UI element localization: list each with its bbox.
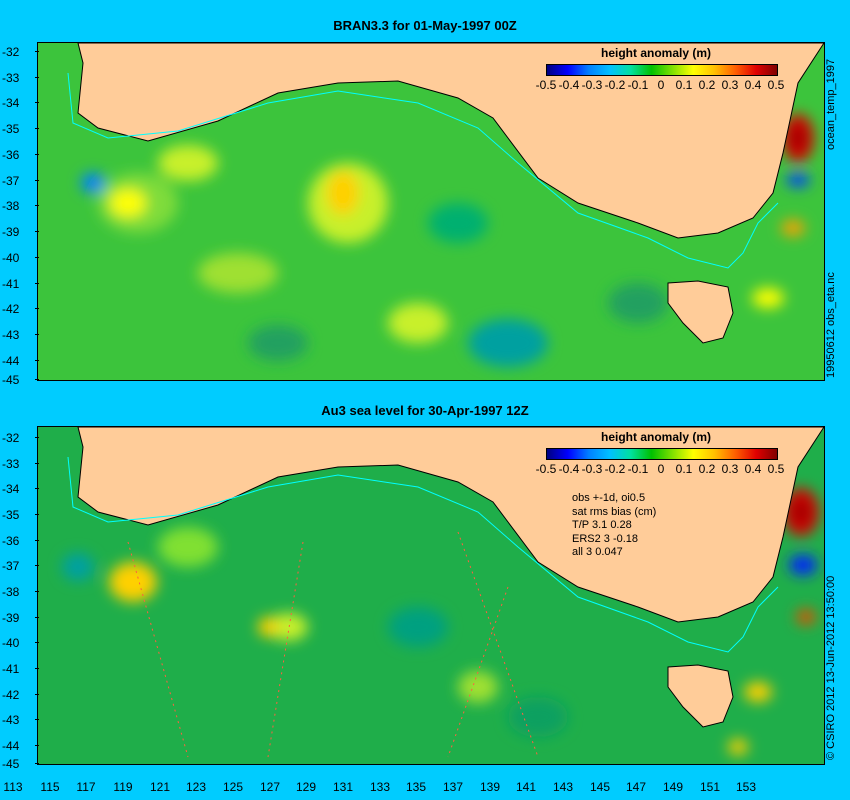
lon-tick: 113 [3, 780, 23, 794]
legend-label: 0.1 [675, 462, 693, 476]
top-color-legend: height anomaly (m) -0.5 -0.4 -0.3 -0.2 -… [535, 46, 785, 92]
stats-line: T/P 3.1 0.28 [572, 519, 632, 531]
legend-label: -0.2 [604, 78, 626, 92]
lon-tick: 153 [735, 780, 757, 794]
lat-tick: -33 [2, 72, 39, 84]
lon-tick: 119 [113, 780, 133, 794]
bottom-color-legend: height anomaly (m) -0.5 -0.4 -0.3 -0.2 -… [535, 430, 785, 476]
legend-label: 0.3 [721, 78, 739, 92]
stats-line: obs +-1d, oi0.5 [572, 492, 646, 504]
lat-tick: -43 [2, 714, 39, 726]
lat-tick: -37 [2, 560, 39, 572]
lon-tick: 129 [295, 780, 317, 794]
lon-tick: 117 [76, 780, 96, 794]
lat-tick: -39 [2, 612, 39, 624]
legend-title: height anomaly (m) [600, 46, 711, 60]
lat-tick: -45 [2, 758, 39, 770]
legend-label: 0 [657, 462, 665, 476]
lat-tick: -36 [2, 149, 39, 161]
legend-label: 0.3 [721, 462, 739, 476]
legend-label: -0.2 [604, 462, 626, 476]
lat-tick: -34 [2, 97, 39, 109]
satellite-stats: obs +-1d, oi0.5 sat rms bias (cm) T/P 3.… [572, 492, 656, 560]
lon-tick: 135 [405, 780, 427, 794]
bottom-map-title: Au3 sea level for 30-Apr-1997 12Z [321, 403, 529, 418]
lat-tick: -38 [2, 586, 39, 598]
legend-label: -0.5 [535, 78, 557, 92]
stats-line: all 3 0.047 [572, 546, 623, 558]
bottom-mainland [77, 427, 824, 623]
lon-tick: 127 [259, 780, 281, 794]
stats-line: ERS2 3 -0.18 [572, 532, 639, 545]
top-map-title: BRAN3.3 for 01-May-1997 00Z [333, 18, 517, 33]
legend-label: 0.2 [698, 462, 716, 476]
lon-tick: 125 [222, 780, 244, 794]
lat-tick: -32 [2, 46, 39, 58]
legend-label: -0.3 [581, 462, 603, 476]
lon-tick: 141 [515, 780, 537, 794]
lon-tick: 149 [662, 780, 684, 794]
lat-tick: -41 [2, 278, 39, 290]
top-map-panel [37, 42, 825, 381]
lon-tick: 123 [185, 780, 207, 794]
legend-label: 0.5 [767, 462, 785, 476]
lat-tick: -43 [2, 329, 39, 341]
top-mainland [77, 43, 824, 239]
lon-tick: 139 [479, 780, 501, 794]
lon-tick: 121 [149, 780, 171, 794]
lon-tick: 147 [625, 780, 647, 794]
legend-label: 0.4 [744, 462, 762, 476]
top-tasmania [667, 280, 734, 344]
lat-tick: -42 [2, 689, 39, 701]
colorbar [546, 448, 778, 460]
top-sea-level-map [38, 43, 824, 380]
legend-title: height anomaly (m) [600, 430, 711, 444]
legend-label: 0.1 [675, 78, 693, 92]
legend-label: -0.4 [558, 462, 580, 476]
legend-label: 0.2 [698, 78, 716, 92]
legend-label: 0 [657, 78, 665, 92]
lat-tick: -37 [2, 175, 39, 187]
legend-label: 0.4 [744, 78, 762, 92]
lat-tick: -41 [2, 663, 39, 675]
lon-tick: 137 [442, 780, 464, 794]
legend-label: -0.5 [535, 462, 557, 476]
lon-tick: 133 [369, 780, 391, 794]
lon-tick: 145 [589, 780, 611, 794]
legend-label: -0.4 [558, 78, 580, 92]
satellite-tracks [127, 531, 539, 758]
bottom-tasmania [667, 664, 734, 728]
bottom-side-label: © CSIRO 2012 13-Jun-2012 13:50:00 [825, 575, 837, 760]
lat-tick: -40 [2, 637, 39, 649]
legend-label: -0.3 [581, 78, 603, 92]
lat-tick: -34 [2, 483, 39, 495]
lat-tick: -40 [2, 252, 39, 264]
lat-tick: -35 [2, 123, 39, 135]
bottom-sea-level-map [38, 427, 824, 764]
stats-line: sat rms bias (cm) [572, 505, 657, 518]
lon-tick: 151 [699, 780, 721, 794]
colorbar [546, 64, 778, 76]
lon-tick: 143 [552, 780, 574, 794]
lat-tick: -44 [2, 740, 39, 752]
lat-tick: -32 [2, 432, 39, 444]
lat-tick: -33 [2, 458, 39, 470]
lat-tick: -45 [2, 374, 39, 386]
legend-label: -0.1 [627, 78, 649, 92]
legend-label: 0.5 [767, 78, 785, 92]
lat-tick: -36 [2, 535, 39, 547]
lon-tick: 115 [40, 780, 60, 794]
lat-tick: -35 [2, 509, 39, 521]
bottom-map-panel [37, 426, 825, 765]
top-side-label: ocean_temp_1997 [825, 58, 837, 150]
lat-tick: -44 [2, 355, 39, 367]
legend-label: -0.1 [627, 462, 649, 476]
lon-tick: 131 [332, 780, 354, 794]
top-side-label-bottom: 19950612 obs_eta.nc [825, 272, 837, 378]
lat-tick: -42 [2, 303, 39, 315]
lat-tick: -39 [2, 226, 39, 238]
lat-tick: -38 [2, 200, 39, 212]
